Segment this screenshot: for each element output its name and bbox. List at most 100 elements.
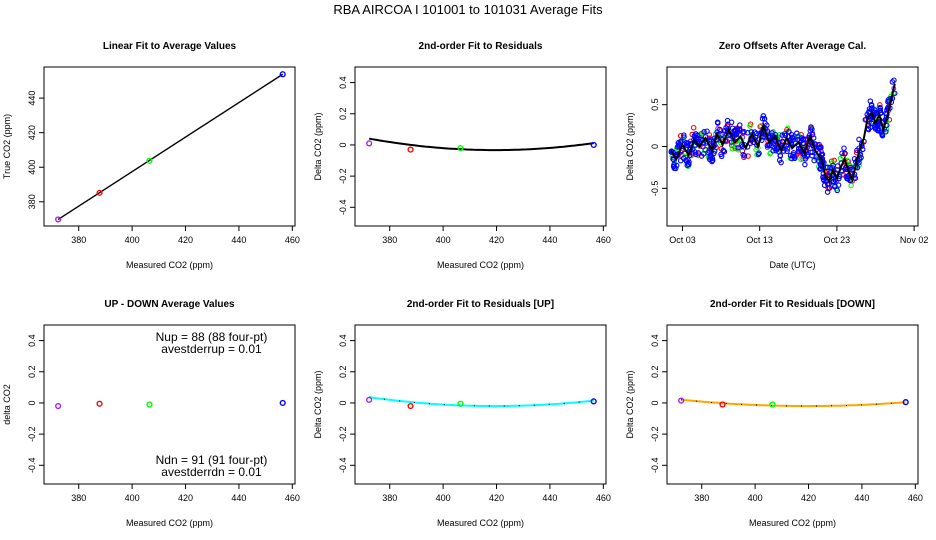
x-axis-label: Measured CO2 (ppm) (437, 260, 524, 270)
y-axis-label: delta CO2 (2, 384, 12, 425)
y-tick-label: 0 (27, 400, 37, 405)
chart-linear: Linear Fit to Average Values Measured CO2… (2, 41, 300, 270)
y-tick-label: -0.2 (338, 426, 348, 442)
data-point (96, 400, 103, 407)
data-point (146, 401, 153, 408)
chart-updown: UP - DOWN Average Values Measured CO2 (pp… (2, 299, 300, 528)
data-point (55, 216, 62, 223)
data-point-tank4 (737, 122, 743, 128)
data-point (366, 140, 373, 147)
data-point-tank4 (709, 157, 716, 164)
data-point (902, 399, 909, 406)
data-point (590, 398, 597, 405)
data-point-tank4 (721, 148, 728, 155)
x-tick-label: 420 (801, 493, 816, 503)
y-tick-label: -0.2 (650, 426, 660, 442)
data-point-tank4 (715, 120, 721, 126)
data-point-tank4 (789, 134, 796, 140)
chart-title: Linear Fit to Average Values (103, 41, 237, 52)
plot-frame (43, 324, 296, 485)
data-point-tank4 (824, 189, 831, 195)
data-point-tank4 (709, 155, 716, 161)
data-point-tank4 (686, 161, 692, 168)
data-point-tank4 (796, 148, 802, 154)
data-point-tank4 (681, 132, 687, 138)
data-point-tank4 (830, 178, 837, 185)
y-tick-label: -0.5 (650, 181, 660, 197)
x-tick-label: 420 (178, 493, 193, 503)
data-point-tank4 (811, 157, 817, 164)
x-tick-label: 380 (71, 235, 86, 245)
y-tick-label: 400 (27, 160, 37, 175)
x-tick-label: Oct 03 (669, 235, 696, 245)
data-point-tank4 (877, 104, 883, 111)
x-axis-label: Measured CO2 (ppm) (126, 260, 213, 270)
mean-line (670, 83, 896, 184)
data-point-tank4 (723, 124, 729, 131)
data-point-tank3 (700, 130, 706, 136)
plot-frame (666, 324, 919, 485)
fit-curve (681, 398, 906, 408)
x-tick-label: 380 (382, 235, 397, 245)
data-point-tank4 (856, 136, 862, 143)
data-point-tank4 (804, 153, 810, 160)
data-point-tank4 (764, 142, 771, 149)
data-point-tank4 (720, 147, 727, 154)
plot-area (366, 137, 597, 153)
data-point-tank2 (877, 102, 883, 108)
fit-curve (369, 137, 594, 152)
data-point-tank4 (759, 115, 766, 122)
data-point-tank4 (677, 139, 684, 145)
data-point-tank4 (718, 153, 725, 160)
fit-curve (369, 396, 594, 408)
data-point (719, 401, 726, 408)
data-point-tank3 (767, 151, 773, 157)
data-point-tank4 (697, 136, 704, 143)
data-point-tank4 (698, 153, 705, 159)
data-point-tank4 (719, 131, 725, 138)
y-tick-label: -0.4 (650, 458, 660, 474)
data-point-tank4 (789, 155, 795, 162)
y-tick-label: -0.4 (338, 200, 348, 216)
data-point-tank4 (832, 183, 838, 189)
data-point-tank4 (677, 157, 684, 164)
x-tick-label: 460 (596, 493, 611, 503)
avestderrdn-annotation: avestderrdn = 0.01 (161, 465, 262, 479)
y-tick-label: 0 (338, 400, 348, 405)
data-point (366, 396, 373, 403)
data-point-tank4 (685, 140, 691, 146)
y-tick-label: -0.2 (338, 168, 348, 184)
x-axis-label: Measured CO2 (ppm) (437, 518, 524, 528)
y-axis-label: Delta CO2 (ppm) (313, 112, 323, 180)
y-axis-label: Delta CO2 (ppm) (625, 370, 635, 438)
data-point-tank4 (681, 134, 687, 140)
data-point-tank3 (735, 147, 741, 153)
data-point-tank4 (808, 124, 814, 130)
chart-residup: 2nd-order Fit to Residuals [UP] Measured … (313, 299, 611, 528)
x-tick-label: Nov 02 (900, 235, 929, 245)
x-tick-label: 460 (596, 235, 611, 245)
x-tick-label: 420 (178, 235, 193, 245)
data-point-tank3 (747, 123, 753, 129)
data-point-tank4 (815, 144, 822, 151)
plot-area (678, 397, 909, 408)
x-axis-label: Measured CO2 (ppm) (126, 518, 213, 528)
data-point-tank3 (848, 182, 854, 189)
data-point-tank4 (706, 156, 713, 163)
y-tick-label: -0.4 (338, 458, 348, 474)
data-point (769, 401, 776, 408)
data-point-tank4 (671, 161, 677, 168)
data-point-tank4 (809, 149, 815, 156)
x-tick-label: 420 (489, 235, 504, 245)
data-point-tank4 (800, 136, 807, 142)
data-point-tank4 (721, 127, 728, 134)
y-tick-label: 0.4 (27, 334, 37, 347)
x-tick-label: 400 (125, 493, 140, 503)
data-point-tank4 (891, 77, 897, 83)
x-tick-label: 460 (285, 493, 300, 503)
chart-title: Zero Offsets After Average Cal. (719, 41, 866, 52)
y-tick-label: 0.2 (27, 366, 37, 379)
x-axis-label: Date (UTC) (769, 260, 815, 270)
data-point-tank4 (842, 150, 848, 157)
data-point-tank4 (728, 119, 735, 126)
